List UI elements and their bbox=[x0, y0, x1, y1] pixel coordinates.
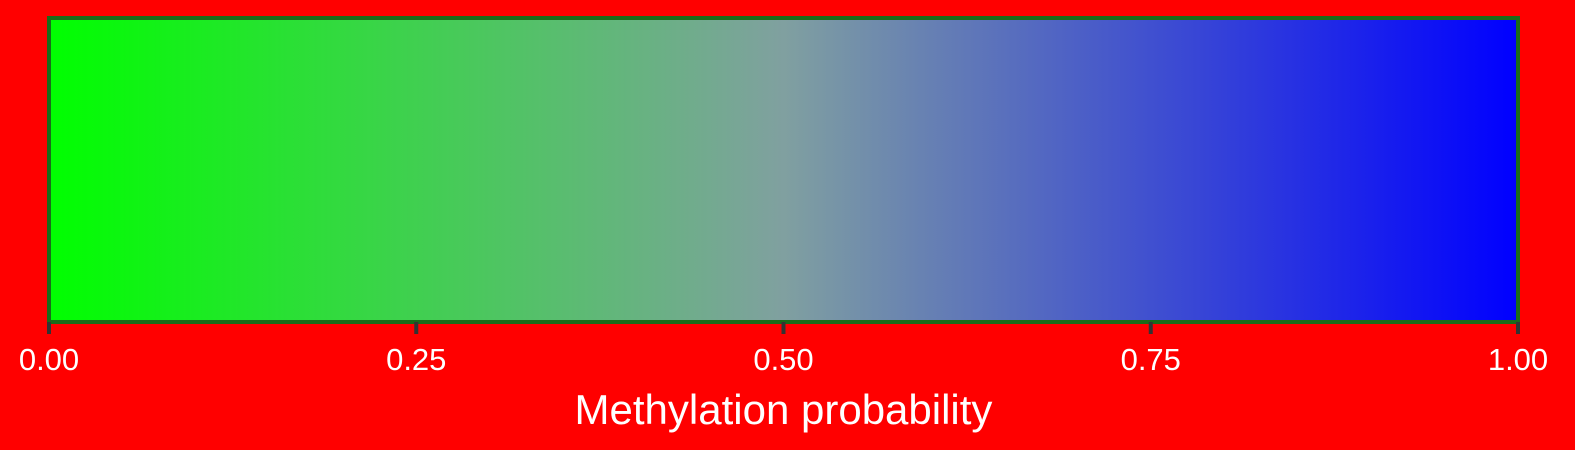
x-tick-label: 0.50 bbox=[753, 342, 813, 377]
x-axis-label: Methylation probability bbox=[575, 386, 993, 433]
x-tick-label: 0.75 bbox=[1121, 342, 1181, 377]
x-axis-ticks bbox=[47, 322, 1520, 334]
x-tick-label: 0.25 bbox=[386, 342, 446, 377]
x-tick-label: 1.00 bbox=[1488, 342, 1548, 377]
colorbar-gradient-bar bbox=[49, 18, 1518, 322]
x-axis-tick-labels: 0.00 0.25 0.50 0.75 1.00 bbox=[19, 342, 1548, 377]
x-tick-label: 0.00 bbox=[19, 342, 79, 377]
